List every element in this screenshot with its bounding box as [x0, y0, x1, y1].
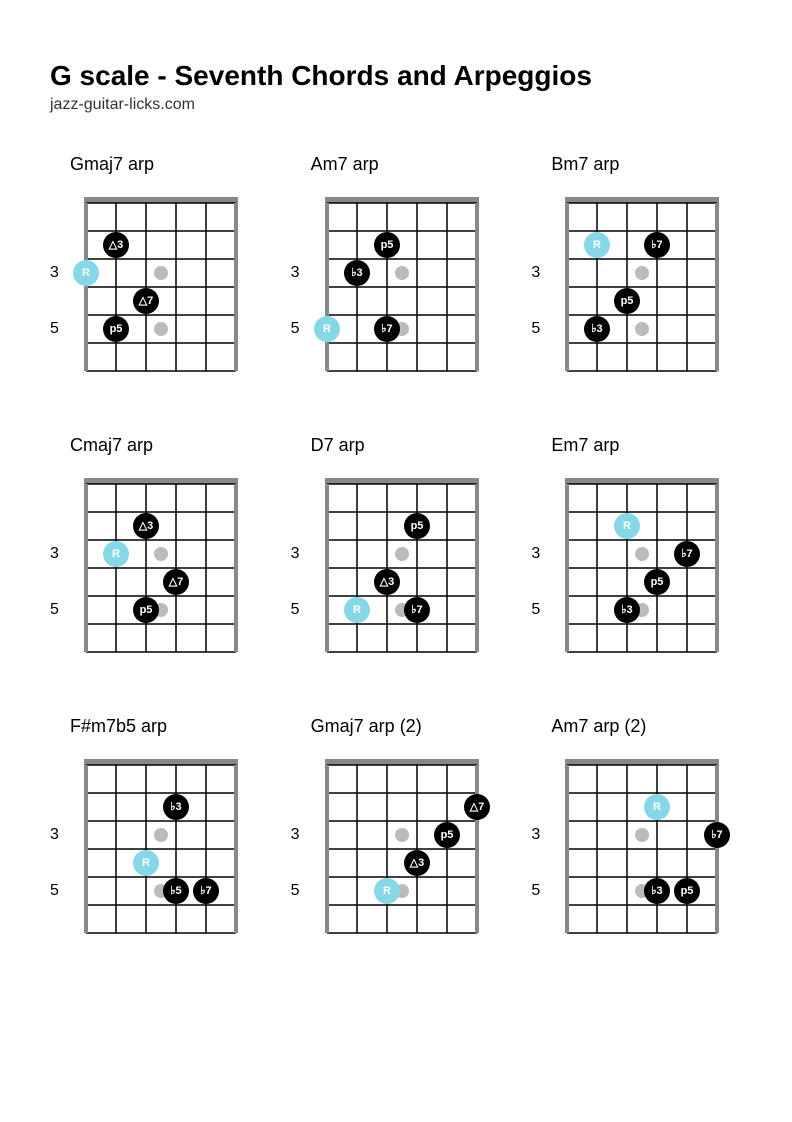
fretboard-svg: R ♭3 p5 ♭7	[551, 755, 733, 947]
diagram-grid: Gmaj7 arpR△3p5△735Am7 arpR♭3p5♭735Bm7 ar…	[50, 154, 742, 947]
svg-text:△3: △3	[108, 239, 124, 251]
chord-name: Am7 arp (2)	[531, 716, 742, 737]
page-subtitle: jazz-guitar-licks.com	[50, 96, 742, 114]
fret-number-label: 3	[50, 264, 59, 282]
svg-text:♭7: ♭7	[682, 548, 693, 560]
svg-text:♭5: ♭5	[170, 885, 181, 897]
svg-text:R: R	[323, 323, 331, 335]
svg-text:R: R	[593, 239, 601, 251]
svg-text:♭7: ♭7	[200, 885, 211, 897]
svg-text:△3: △3	[408, 857, 424, 869]
fret-number-label: 5	[50, 320, 59, 338]
chord-diagram: Am7 arp (2) R ♭3 p5 ♭7 3 5	[531, 716, 742, 947]
svg-text:♭7: ♭7	[712, 829, 723, 841]
chord-name: Am7 arp	[291, 154, 502, 175]
svg-text:♭3: ♭3	[351, 267, 362, 279]
fretboard-svg: R △3 p5 △7	[70, 193, 252, 385]
fret-number-label: 5	[291, 601, 300, 619]
fret-number-label: 3	[50, 826, 59, 844]
chord-diagram: F#m7b5 arp R ♭3 ♭5 ♭7 3 5	[50, 716, 261, 947]
svg-text:p5: p5	[651, 576, 664, 588]
fret-number-label: 5	[50, 882, 59, 900]
chord-diagram: Cmaj7 arp R △3 p5 △7 3 5	[50, 435, 261, 666]
svg-text:♭3: ♭3	[170, 801, 181, 813]
fretboard-svg: R △3 p5 ♭7	[311, 474, 493, 666]
fret-number-label: 3	[531, 826, 540, 844]
fret-number-label: 3	[291, 545, 300, 563]
fretboard-wrap: R ♭3 p5 ♭7 3 5	[531, 474, 742, 666]
chord-name: Em7 arp	[531, 435, 742, 456]
svg-text:△7: △7	[138, 295, 154, 307]
chord-name: Cmaj7 arp	[50, 435, 261, 456]
svg-text:p5: p5	[380, 239, 393, 251]
svg-text:R: R	[383, 885, 391, 897]
svg-text:♭7: ♭7	[381, 323, 392, 335]
chord-name: Gmaj7 arp (2)	[291, 716, 502, 737]
fret-number-label: 5	[50, 601, 59, 619]
fretboard-svg: R ♭3 p5 ♭7	[551, 474, 733, 666]
svg-text:♭3: ♭3	[652, 885, 663, 897]
chord-diagram: Bm7 arp R ♭3 p5 ♭7 3 5	[531, 154, 742, 385]
fret-number-label: 5	[291, 320, 300, 338]
fretboard-svg: R △3 p5 △7	[70, 474, 252, 666]
svg-text:♭3: ♭3	[592, 323, 603, 335]
svg-text:p5: p5	[621, 295, 634, 307]
fretboard-wrap: R ♭3 p5 ♭7 3 5	[291, 193, 502, 385]
svg-text:p5: p5	[681, 885, 694, 897]
fret-number-label: 3	[291, 264, 300, 282]
svg-text:p5: p5	[140, 604, 153, 616]
svg-text:R: R	[142, 857, 150, 869]
fret-number-label: 5	[531, 882, 540, 900]
svg-text:R: R	[353, 604, 361, 616]
fretboard-wrap: R △3 p5 △7 3 5	[50, 474, 261, 666]
page-title: G scale - Seventh Chords and Arpeggios	[50, 60, 742, 92]
fretboard-wrap: R ♭3 ♭5 ♭7 3 5	[50, 755, 261, 947]
svg-text:p5: p5	[440, 829, 453, 841]
fretboard-svg: R ♭3 p5 ♭7	[311, 193, 493, 385]
fretboard-wrap: R △3 p5 △7 3 5	[291, 755, 502, 947]
fretboard-svg: R △3 p5 △7	[311, 755, 493, 947]
svg-text:△3: △3	[138, 520, 154, 532]
chord-diagram: Gmaj7 arp R △3 p5 △7 3 5	[50, 154, 261, 385]
svg-text:♭3: ♭3	[622, 604, 633, 616]
fret-number-label: 3	[531, 264, 540, 282]
svg-text:p5: p5	[110, 323, 123, 335]
chord-name: Bm7 arp	[531, 154, 742, 175]
fretboard-svg: R ♭3 ♭5 ♭7	[70, 755, 252, 947]
svg-text:R: R	[623, 520, 631, 532]
fretboard-wrap: R △3 p5 △7 3 5	[50, 193, 261, 385]
chord-diagram: Em7 arp R ♭3 p5 ♭7 3 5	[531, 435, 742, 666]
svg-text:△3: △3	[378, 576, 394, 588]
chord-diagram: D7 arp R △3 p5 ♭7 3 5	[291, 435, 502, 666]
svg-text:p5: p5	[410, 520, 423, 532]
fretboard-wrap: R △3 p5 ♭7 3 5	[291, 474, 502, 666]
fret-number-label: 5	[291, 882, 300, 900]
fret-number-label: 3	[531, 545, 540, 563]
svg-text:R: R	[82, 267, 90, 279]
svg-text:R: R	[112, 548, 120, 560]
chord-name: Gmaj7 arp	[50, 154, 261, 175]
svg-text:△7: △7	[468, 801, 484, 813]
chord-name: F#m7b5 arp	[50, 716, 261, 737]
svg-text:△7: △7	[168, 576, 184, 588]
fret-number-label: 3	[50, 545, 59, 563]
fret-number-label: 5	[531, 320, 540, 338]
fretboard-wrap: R ♭3 p5 ♭7 3 5	[531, 755, 742, 947]
svg-text:♭7: ♭7	[652, 239, 663, 251]
chord-diagram: Am7 arp R ♭3 p5 ♭7 3 5	[291, 154, 502, 385]
fretboard-svg: R ♭3 p5 ♭7	[551, 193, 733, 385]
fretboard-wrap: R ♭3 p5 ♭7 3 5	[531, 193, 742, 385]
fret-number-label: 5	[531, 601, 540, 619]
svg-text:R: R	[653, 801, 661, 813]
chord-diagram: Gmaj7 arp (2) R △3 p5 △7 3 5	[291, 716, 502, 947]
fret-number-label: 3	[291, 826, 300, 844]
svg-text:♭7: ♭7	[411, 604, 422, 616]
chord-name: D7 arp	[291, 435, 502, 456]
